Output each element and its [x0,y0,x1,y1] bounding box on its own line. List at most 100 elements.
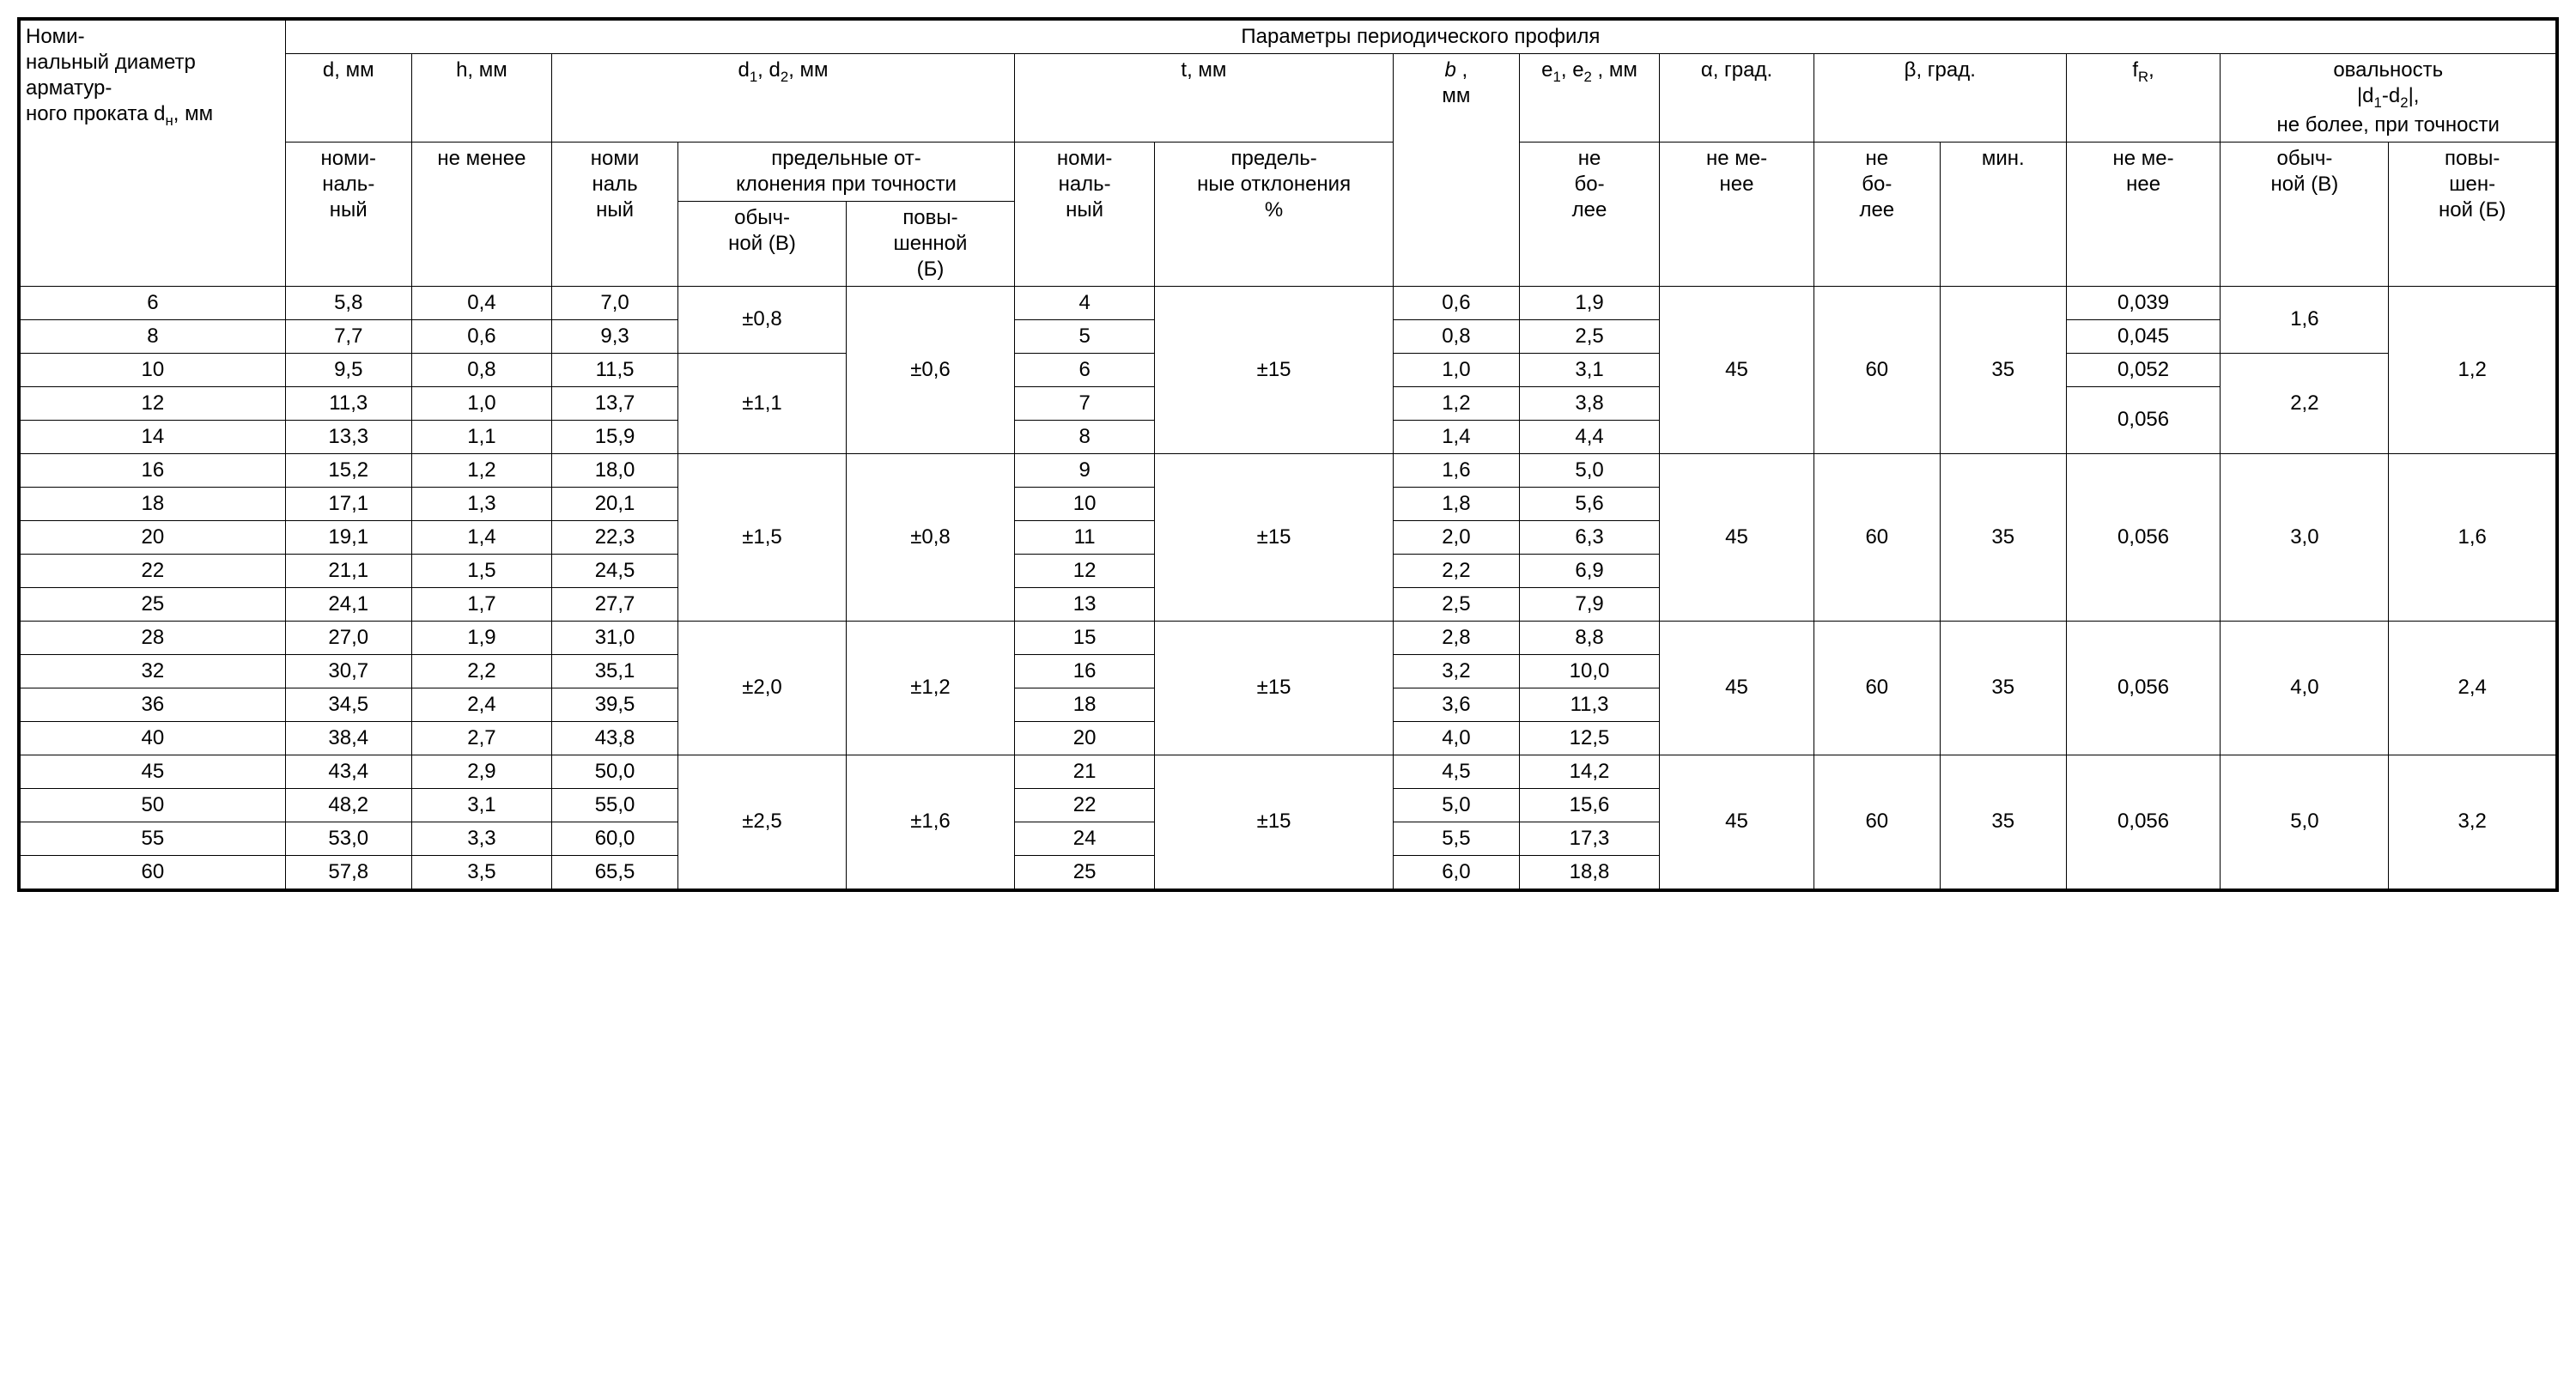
cell-d12: 18,0 [552,453,678,487]
cell-d: 9,5 [285,353,411,386]
cell-e: 17,3 [1519,822,1659,855]
hdr-fr: fR, [2066,54,2221,143]
cell-betamax: 60 [1814,621,1940,755]
cell-h: 1,4 [411,520,551,554]
hdr-alpha-sub1: не ме-нее [1660,142,1814,286]
cell-h: 1,2 [411,453,551,487]
cell-t: 9 [1014,453,1154,487]
cell-d: 7,7 [285,319,411,353]
cell-t: 13 [1014,587,1154,621]
cell-tolB: ±2,0 [678,621,847,755]
cell-alpha: 45 [1660,453,1814,621]
cell-d12: 22,3 [552,520,678,554]
cell-dn: 6 [19,286,285,319]
hdr-top-span: Параметры периодического профиля [285,19,2557,54]
cell-e: 5,6 [1519,487,1659,520]
cell-d12: 50,0 [552,755,678,788]
cell-ovalB: 5,0 [2221,755,2389,890]
cell-b: 0,8 [1393,319,1519,353]
cell-e: 8,8 [1519,621,1659,654]
cell-ovalBhigh: 3,2 [2389,755,2557,890]
hdr-t-sub1: номи-наль-ный [1014,142,1154,286]
rebar-profile-table: Номи-нальный диаметр арматур-ного прокат… [17,17,2559,892]
cell-t: 10 [1014,487,1154,520]
cell-tolBhigh: ±1,6 [847,755,1015,890]
cell-dn: 10 [19,353,285,386]
cell-b: 1,0 [1393,353,1519,386]
hdr-alpha: α, град. [1660,54,1814,143]
cell-alpha: 45 [1660,621,1814,755]
hdr-oval-sub1: обыч-ной (В) [2221,142,2389,286]
hdr-d1d2-sub2a: обыч-ной (В) [678,201,847,286]
cell-dn: 8 [19,319,285,353]
cell-tdev: ±15 [1155,755,1394,890]
cell-t: 25 [1014,855,1154,890]
cell-e: 11,3 [1519,688,1659,721]
cell-h: 1,5 [411,554,551,587]
cell-h: 2,4 [411,688,551,721]
cell-tolBhigh: ±0,8 [847,453,1015,621]
cell-b: 3,6 [1393,688,1519,721]
cell-d12: 65,5 [552,855,678,890]
cell-b: 2,2 [1393,554,1519,587]
cell-e: 2,5 [1519,319,1659,353]
cell-t: 6 [1014,353,1154,386]
cell-dn: 22 [19,554,285,587]
cell-t: 16 [1014,654,1154,688]
cell-d12: 31,0 [552,621,678,654]
cell-dn: 16 [19,453,285,487]
hdr-d1d2-sub2: предельные от-клонения при точности [678,142,1015,201]
cell-b: 4,5 [1393,755,1519,788]
cell-e: 6,9 [1519,554,1659,587]
hdr-beta-sub1: небо-лее [1814,142,1940,286]
cell-b: 2,8 [1393,621,1519,654]
cell-betamax: 60 [1814,453,1940,621]
cell-b: 2,0 [1393,520,1519,554]
cell-b: 3,2 [1393,654,1519,688]
table-header: Номи-нальный диаметр арматур-ного прокат… [19,19,2557,286]
cell-tdev: ±15 [1155,453,1394,621]
cell-betamin: 35 [1940,621,2066,755]
cell-d: 30,7 [285,654,411,688]
cell-h: 3,5 [411,855,551,890]
cell-e: 15,6 [1519,788,1659,822]
cell-dn: 14 [19,420,285,453]
hdr-d-sub1: номи-наль-ный [285,142,411,286]
cell-dn: 32 [19,654,285,688]
cell-d: 11,3 [285,386,411,420]
cell-d: 38,4 [285,721,411,755]
cell-d12: 43,8 [552,721,678,755]
cell-dn: 45 [19,755,285,788]
cell-d12: 13,7 [552,386,678,420]
cell-e: 7,9 [1519,587,1659,621]
cell-fr-merged: 0,056 [2066,386,2221,453]
hdr-e: e1, e2 , мм [1519,54,1659,143]
cell-h: 2,9 [411,755,551,788]
cell-d: 19,1 [285,520,411,554]
cell-t: 20 [1014,721,1154,755]
cell-d: 48,2 [285,788,411,822]
cell-b: 1,4 [1393,420,1519,453]
cell-h: 3,1 [411,788,551,822]
cell-betamin: 35 [1940,755,2066,890]
cell-dn: 20 [19,520,285,554]
cell-d: 21,1 [285,554,411,587]
cell-d12: 55,0 [552,788,678,822]
cell-tdev: ±15 [1155,621,1394,755]
cell-fr: 0,056 [2066,621,2221,755]
cell-t: 15 [1014,621,1154,654]
hdr-b: b ,мм [1393,54,1519,287]
cell-tolB: ±1,5 [678,453,847,621]
cell-e: 3,8 [1519,386,1659,420]
cell-tdev: ±15 [1155,286,1394,453]
table-row: 6 5,8 0,4 7,0 ±0,8 ±0,6 4 ±15 0,6 1,9 45… [19,286,2557,319]
cell-ovalBhigh: 1,6 [2389,453,2557,621]
cell-d: 15,2 [285,453,411,487]
hdr-e-sub1: небо-лее [1519,142,1659,286]
cell-fr: 0,039 [2066,286,2221,319]
cell-d: 57,8 [285,855,411,890]
cell-dn: 60 [19,855,285,890]
cell-t: 24 [1014,822,1154,855]
cell-e: 10,0 [1519,654,1659,688]
cell-h: 1,7 [411,587,551,621]
